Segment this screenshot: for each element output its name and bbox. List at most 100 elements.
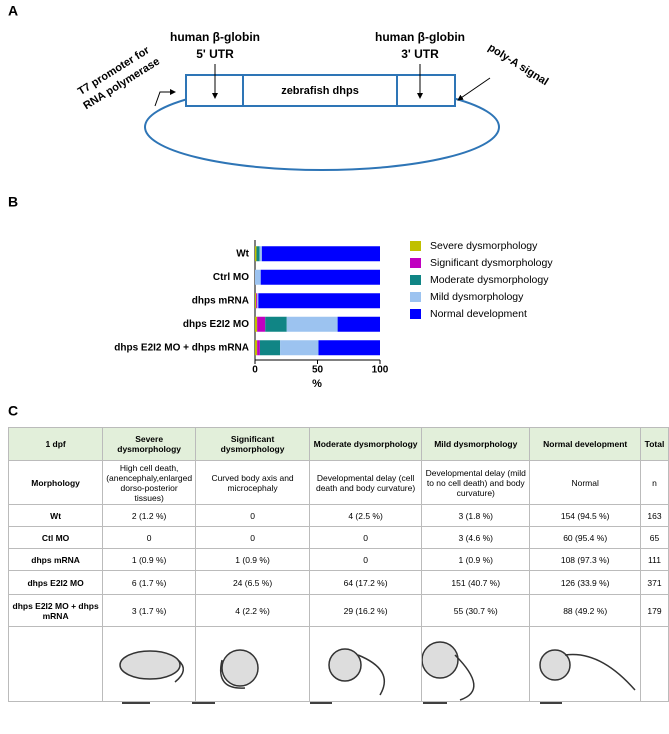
bar-segment (256, 293, 258, 309)
image-cell (7, 626, 104, 702)
table-cell: 1 (0.9 %) (102, 548, 197, 571)
legend-label: Severe dysmorphology (430, 240, 538, 252)
panel-label: B (8, 194, 18, 210)
table-cell: Ctl MO (7, 526, 104, 549)
legend-swatch (410, 275, 421, 285)
label: poly-A signal (486, 42, 551, 89)
y-tick-label: dhps E2I2 MO + dhps mRNA (114, 342, 249, 353)
legend-label: Mild dysmorphology (430, 291, 524, 303)
legend-label: Moderate dysmorphology (430, 274, 549, 286)
header-cell: Mild dysmorphology (421, 427, 531, 461)
table-cell: 64 (17.2 %) (309, 570, 423, 595)
legend-label: Normal development (430, 308, 527, 320)
x-tick-label: 0 (252, 365, 258, 376)
bar-segment (257, 293, 259, 309)
bar-segment (257, 340, 260, 356)
table-cell: 29 (16.2 %) (309, 594, 423, 627)
label: 3' UTR (401, 47, 439, 61)
legend-label: Significant dysmorphology (430, 257, 553, 269)
bar-segment (255, 340, 258, 356)
table-cell: 0 (309, 548, 423, 571)
table-row: Ctl MO 0 0 0 3 (4.6 %) 60 (95.4 %) 65 (7, 526, 669, 549)
table-cell: 163 (640, 504, 669, 527)
table-cell: 154 (94.5 %) (529, 504, 641, 527)
table-cell: 108 (97.3 %) (529, 548, 641, 571)
label: 5' UTR (196, 47, 234, 61)
bar-segment (258, 293, 380, 309)
table-cell: dhps E2I2 MO (7, 570, 104, 595)
table-cell: 60 (95.4 %) (529, 526, 641, 549)
table-row: dhps E2I2 MO + dhps mRNA 3 (1.7 %) 4 (2.2 … (7, 594, 669, 627)
table-cell: 0 (195, 504, 311, 527)
bar-segment (260, 269, 380, 285)
panel-label: A (8, 3, 18, 19)
table-cell: 111 (640, 548, 669, 571)
table-cell: 126 (33.9 %) (529, 570, 641, 595)
table-cell: 3 (1.8 %) (421, 504, 531, 527)
bar-segment (261, 246, 380, 262)
table-cell: 0 (195, 526, 311, 549)
table-cell: Developmental delay (cell death and body… (309, 460, 423, 505)
table-cell: 179 (640, 594, 669, 627)
table-cell: Curved body axis and microcephaly (195, 460, 311, 505)
table-cell: High cell death, (anencephaly,enlarged d… (102, 460, 197, 505)
table-cell: 24 (6.5 %) (195, 570, 311, 595)
image-cell (195, 626, 311, 702)
table-cell: 3 (4.6 %) (421, 526, 531, 549)
table-cell: dhps mRNA (7, 548, 104, 571)
table-cell: Normal (529, 460, 641, 505)
promoter-arrow (154, 89, 176, 107)
image-cell (640, 626, 669, 702)
bar-segment (265, 316, 287, 332)
table-cell: 151 (40.7 %) (421, 570, 531, 595)
bar-segment (255, 269, 261, 285)
header-cell: Normal development (529, 427, 641, 461)
table-cell: 371 (640, 570, 669, 595)
label: zebrafish dhps (281, 85, 359, 97)
table-cell: 88 (49.2 %) (529, 594, 641, 627)
table-cell: 1 (0.9 %) (421, 548, 531, 571)
construct-box (185, 74, 456, 107)
table-cell: Wt (7, 504, 104, 527)
bar-segment (256, 246, 260, 262)
y-tick-label: dhps mRNA (192, 295, 249, 306)
x-axis-label: % (312, 378, 322, 390)
header-cell: Severe dysmorphology (102, 427, 197, 461)
table-row: Morphology High cell death, (anencephaly,… (7, 460, 669, 505)
arrow (457, 77, 491, 101)
bar-segment (257, 316, 266, 332)
table-row: dhps E2I2 MO 6 (1.7 %) 24 (6.5 %) 64 (17.2 … (7, 570, 669, 595)
table-cell: 6 (1.7 %) (102, 570, 197, 595)
table-cell: n (640, 460, 669, 505)
label: human β-globin (170, 30, 260, 44)
x-tick-label: 100 (372, 365, 389, 376)
legend-swatch (410, 258, 421, 268)
table-cell: 4 (2.2 %) (195, 594, 311, 627)
image-cell (421, 626, 531, 702)
y-tick-label: Wt (236, 248, 249, 259)
table-cell: dhps E2I2 MO + dhps mRNA (7, 594, 104, 627)
bar-segment (255, 293, 257, 309)
y-tick-label: Ctrl MO (213, 272, 249, 283)
bar-segment (259, 340, 281, 356)
bar-segment (318, 340, 380, 356)
image-cell (102, 626, 197, 702)
table-cell: Developmental delay (mild to no cell dea… (421, 460, 531, 505)
image-cell (309, 626, 423, 702)
legend-swatch (410, 292, 421, 302)
header-cell: Significant dysmorphology (195, 427, 311, 461)
header-cell: 1 dpf (7, 427, 104, 461)
bar-segment (286, 316, 338, 332)
bar-segment (255, 316, 258, 332)
bar-segment (259, 246, 262, 262)
table: 1 dpf Severe dysmorphology Significant dys… (7, 427, 669, 702)
bar-segment (255, 246, 257, 262)
table-cell: 0 (309, 526, 423, 549)
legend-swatch (410, 241, 421, 251)
bar-segment (280, 340, 319, 356)
table-cell: 0 (102, 526, 197, 549)
panel-label: C (8, 403, 18, 419)
table-cell: 4 (2.5 %) (309, 504, 423, 527)
table-cell: Morphology (7, 460, 104, 505)
legend-swatch (410, 309, 421, 319)
